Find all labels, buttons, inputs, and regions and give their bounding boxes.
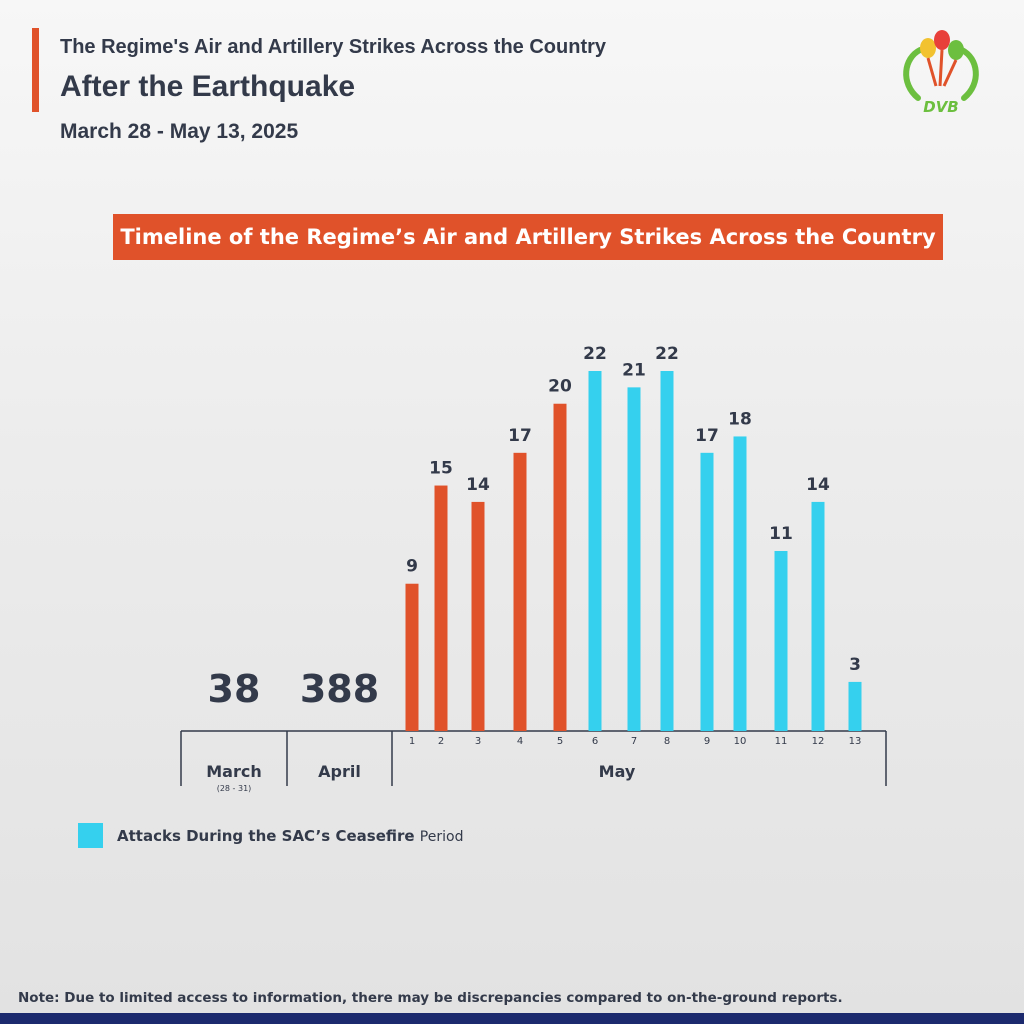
month-label-may: May [599, 762, 636, 781]
bar-may-13 [848, 681, 862, 731]
header-date-range: March 28 - May 13, 2025 [60, 120, 299, 143]
monthly-total-april: 388 [300, 667, 379, 711]
data-label-may-1: 9 [406, 557, 418, 577]
tick-label-may-11: 11 [775, 736, 788, 747]
bar-may-4 [513, 452, 527, 731]
bar-may-5 [553, 403, 567, 731]
tick-label-may-9: 9 [704, 736, 710, 747]
tick-label-may-6: 6 [592, 736, 598, 747]
data-label-may-7: 21 [622, 360, 646, 380]
data-label-may-3: 14 [466, 475, 490, 495]
monthly-total-march: 38 [208, 667, 261, 711]
data-label-may-13: 3 [849, 655, 861, 675]
bar-may-10 [733, 436, 747, 731]
tick-label-may-2: 2 [438, 736, 444, 747]
tick-label-may-13: 13 [849, 736, 862, 747]
tick-label-may-1: 1 [409, 736, 415, 747]
tick-label-may-4: 4 [517, 736, 523, 747]
bar-may-7 [627, 387, 641, 731]
tick-label-may-12: 12 [812, 736, 825, 747]
bar-may-3 [471, 501, 485, 731]
dvb-logo: DVB [903, 30, 979, 116]
tick-label-may-5: 5 [557, 736, 563, 747]
data-label-may-2: 15 [429, 459, 453, 479]
data-label-may-4: 17 [508, 426, 532, 446]
legend-swatch-ceasefire [78, 823, 103, 848]
bar-may-6 [588, 371, 602, 731]
footnote: Note: Due to limited access to informati… [18, 990, 843, 1006]
data-label-may-11: 11 [769, 524, 793, 544]
bar-may-1 [405, 583, 419, 731]
tick-label-may-10: 10 [734, 736, 747, 747]
month-sublabel-march: (28 - 31) [217, 784, 252, 793]
bar-may-2 [434, 485, 448, 731]
month-label-april: April [318, 762, 361, 781]
data-label-may-10: 18 [728, 409, 752, 429]
bottom-strip [0, 1013, 1024, 1024]
bar-may-12 [811, 501, 825, 731]
chart-title-banner: Timeline of the Regime’s Air and Artille… [113, 214, 943, 260]
chart-title: Timeline of the Regime’s Air and Artille… [120, 225, 936, 249]
data-label-may-8: 22 [655, 344, 679, 364]
bar-may-11 [774, 551, 788, 731]
data-label-may-12: 14 [806, 475, 830, 495]
data-label-may-6: 22 [583, 344, 607, 364]
data-label-may-5: 20 [548, 377, 572, 397]
month-label-march: March [206, 762, 261, 781]
bar-may-8 [660, 371, 674, 731]
data-label-may-9: 17 [695, 426, 719, 446]
header-title-line1: The Regime's Air and Artillery Strikes A… [60, 36, 607, 58]
legend-label: Attacks During the SAC’s Ceasefire Perio… [117, 827, 464, 845]
header-accent-bar [32, 28, 39, 112]
tick-label-may-7: 7 [631, 736, 637, 747]
header-title-line2: After the Earthquake [60, 70, 356, 103]
tick-label-may-8: 8 [664, 736, 670, 747]
bar-may-9 [700, 452, 714, 731]
logo-text: DVB [923, 98, 959, 116]
tick-label-may-3: 3 [475, 736, 481, 747]
